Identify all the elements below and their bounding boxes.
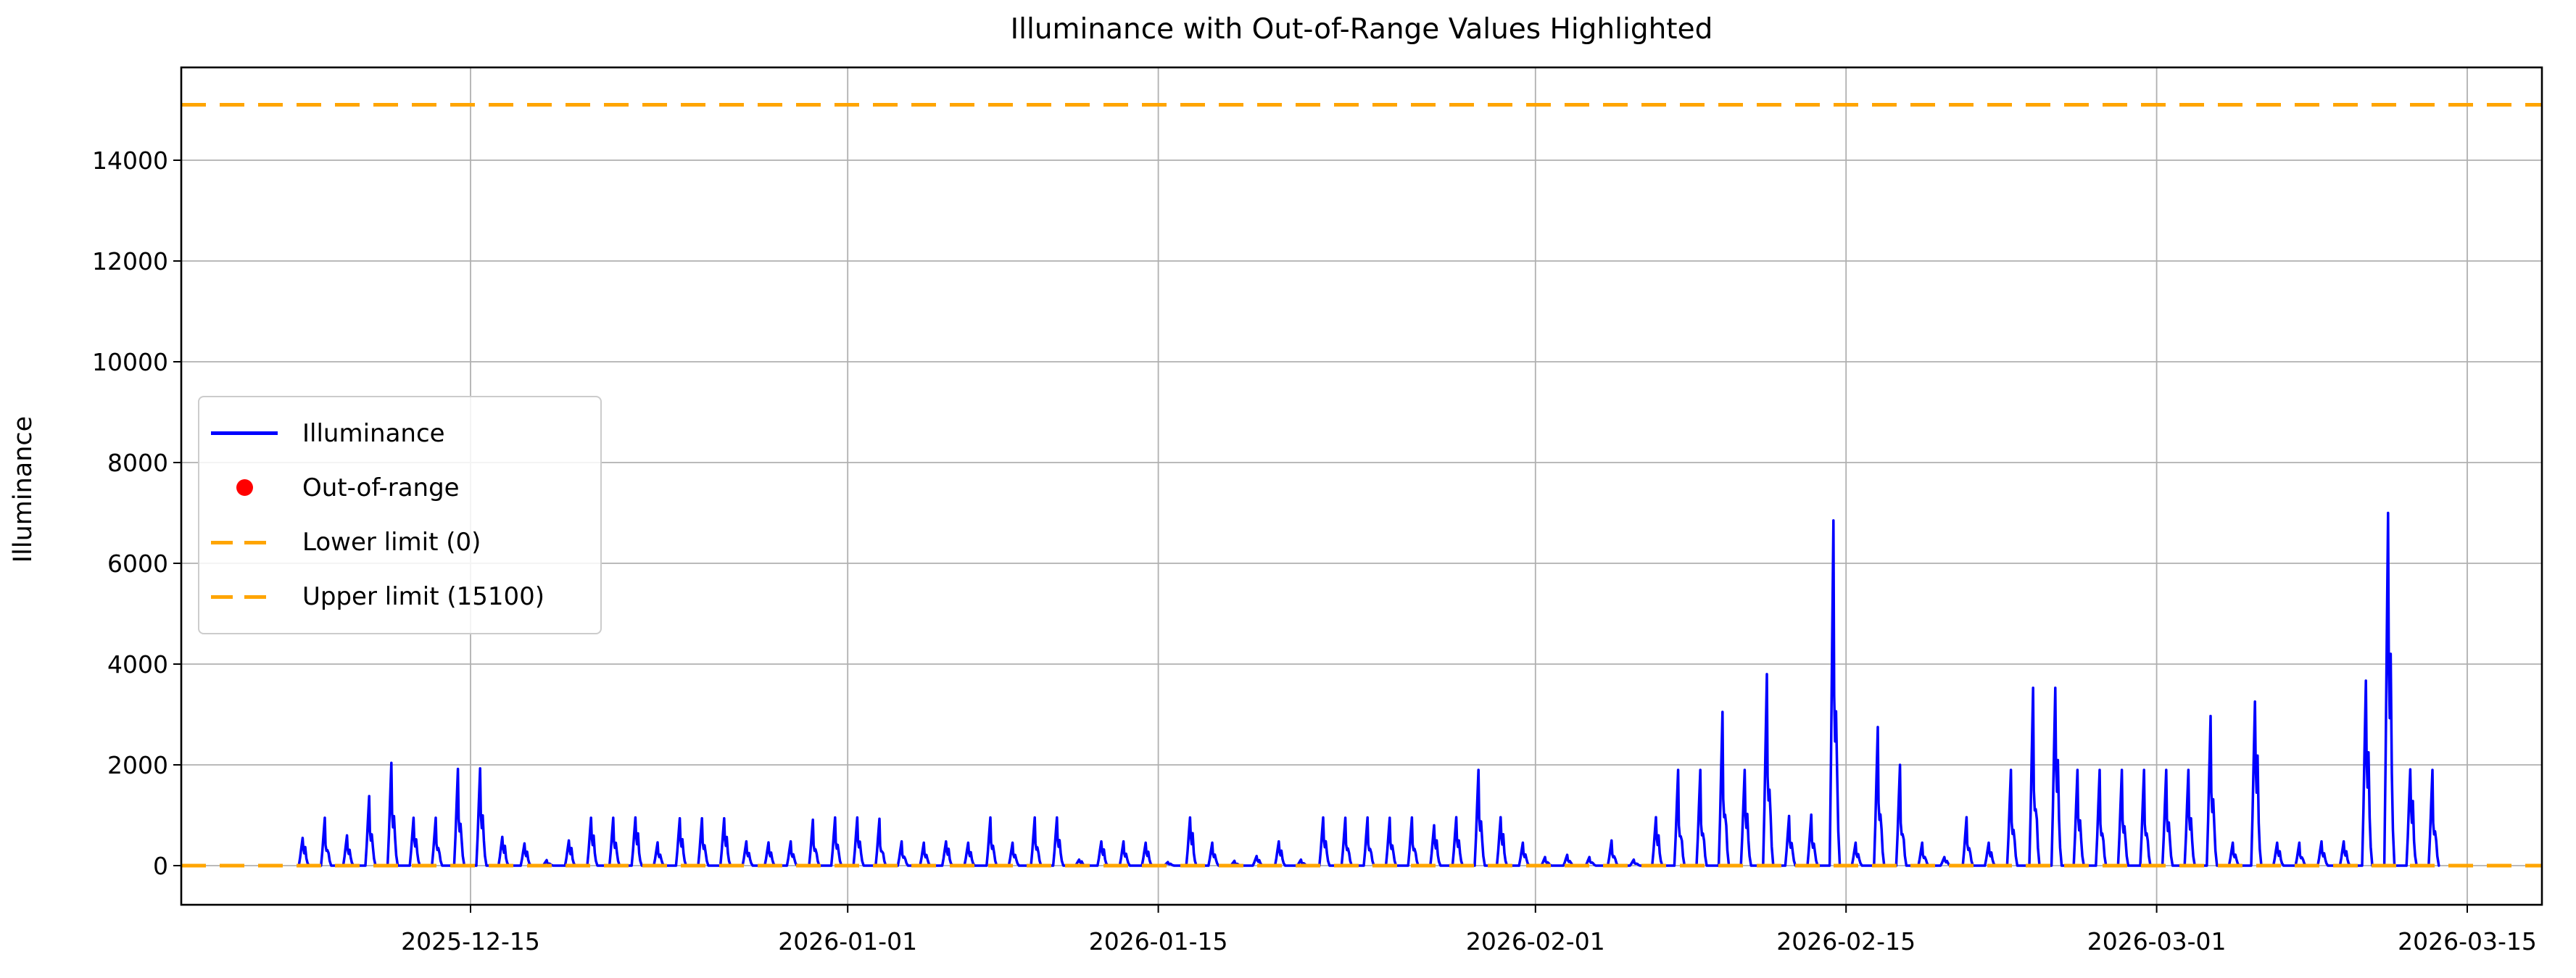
legend-item-upper-limit: Upper limit (15100) <box>211 582 593 611</box>
y-tick-label: 12000 <box>92 247 168 275</box>
x-tick-label: 2026-02-15 <box>1776 927 1916 956</box>
line-key-icon <box>211 431 278 436</box>
x-tick-label: 2026-03-01 <box>2087 927 2227 956</box>
legend-label: Lower limit (0) <box>302 528 481 558</box>
y-tick-labels: 0 2000 4000 6000 8000 10000 12000 14000 <box>92 146 168 880</box>
y-tick-label: 4000 <box>107 650 168 679</box>
x-tick-label: 2026-02-01 <box>1466 927 1605 956</box>
y-tick-label: 0 <box>153 852 168 880</box>
y-axis-label: Illuminance <box>9 415 38 563</box>
legend-item-illuminance: Illuminance <box>211 419 593 448</box>
x-tick-label: 2026-01-15 <box>1089 927 1228 956</box>
y-tick-label: 10000 <box>92 348 168 376</box>
x-tick-label: 2026-01-01 <box>778 927 917 956</box>
legend-label: Out-of-range <box>302 473 460 502</box>
legend-item-lower-limit: Lower limit (0) <box>211 528 593 557</box>
x-tick-label: 2026-03-15 <box>2398 927 2537 956</box>
y-tick-label: 6000 <box>107 550 168 578</box>
plot-border <box>180 66 2543 906</box>
y-tick-label: 2000 <box>107 751 168 779</box>
illuminance-line <box>297 511 2440 867</box>
x-tick-label: 2025-12-15 <box>401 927 540 956</box>
dashed-line-key-icon <box>211 540 278 544</box>
legend-item-out-of-range: Out-of-range <box>211 473 593 502</box>
chart-title: Illuminance with Out-of-Range Values Hig… <box>1010 13 1713 46</box>
x-tick-labels: 2025-12-15 2026-01-01 2026-01-15 2026-02-01… <box>401 927 2537 956</box>
dashed-line-key-icon <box>211 594 278 599</box>
legend: Illuminance Out-of-range Lower limit (0)… <box>198 396 602 634</box>
scatter-marker-icon <box>211 479 278 497</box>
tick-marks <box>173 159 2468 913</box>
legend-label: Upper limit (15100) <box>302 582 545 612</box>
y-tick-label: 14000 <box>92 146 168 175</box>
legend-label: Illuminance <box>302 418 445 448</box>
y-tick-label: 8000 <box>107 449 168 477</box>
